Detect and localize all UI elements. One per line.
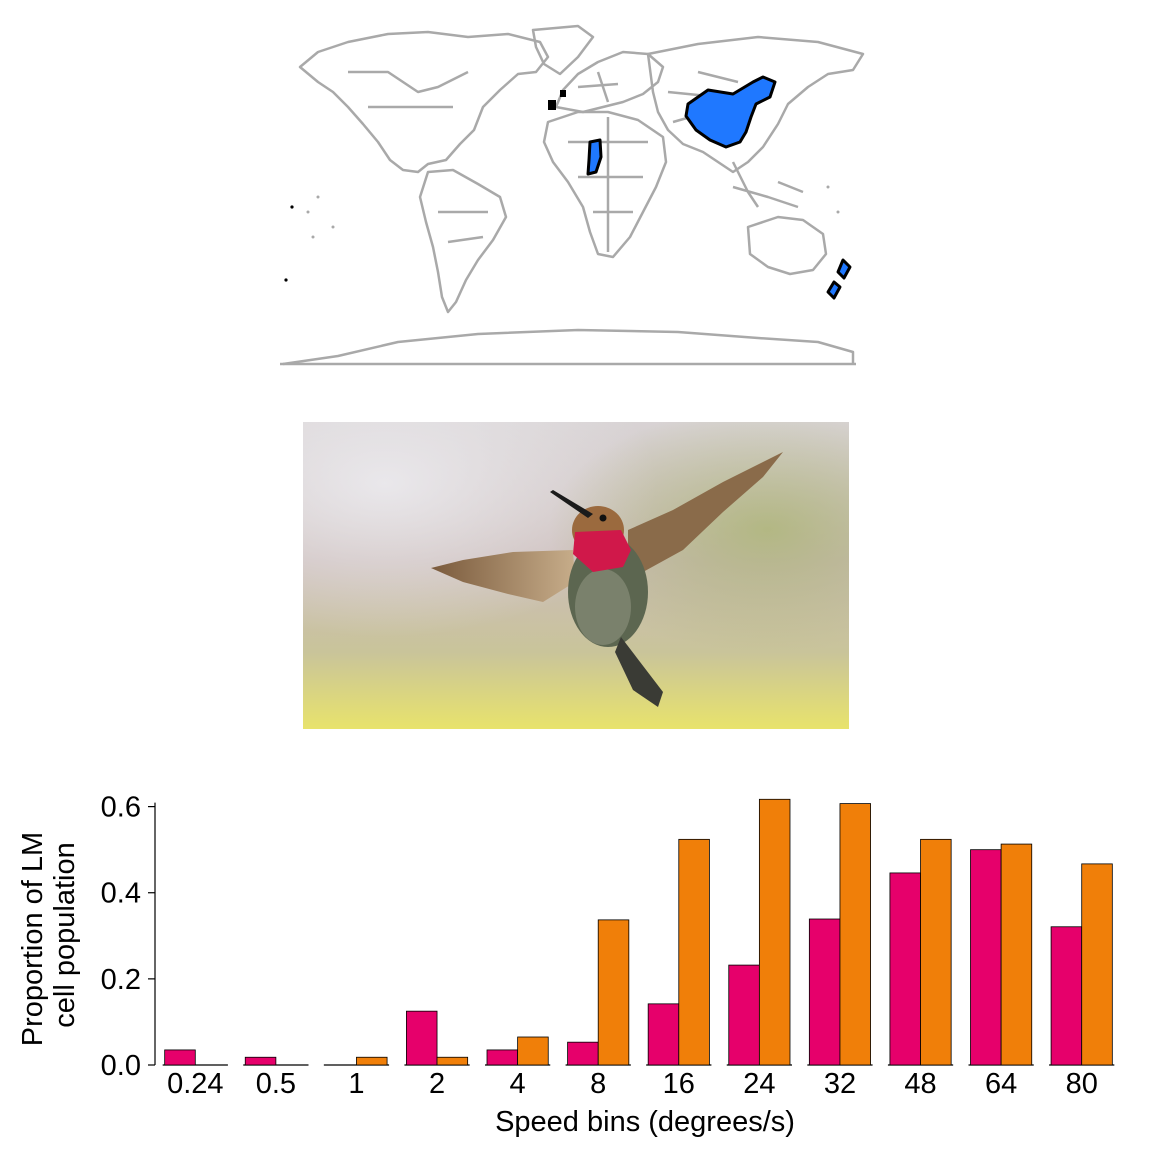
x-tick-label: 1 bbox=[348, 1068, 364, 1100]
north-america-outline bbox=[298, 30, 550, 174]
x-axis-label: Speed bins (degrees/s) bbox=[495, 1106, 795, 1138]
hummingbird-tail bbox=[615, 637, 663, 707]
bar-series2-48 bbox=[920, 838, 952, 1066]
bar-series1-80 bbox=[1050, 926, 1083, 1066]
x-tick-label: 2 bbox=[429, 1068, 445, 1100]
europe-outline bbox=[554, 50, 665, 114]
africa-border-lines bbox=[568, 117, 648, 252]
x-tick-label: 0.5 bbox=[256, 1068, 296, 1100]
land-outlines bbox=[280, 24, 865, 366]
world-map-svg bbox=[280, 24, 865, 366]
right-wing bbox=[628, 452, 783, 572]
na-border-lines bbox=[348, 70, 469, 94]
se-asia-islands bbox=[732, 180, 804, 209]
y-tick-label: 0.2 bbox=[101, 964, 141, 996]
y-axis-label: Proportion of LM cell population bbox=[17, 824, 81, 1046]
hummingbird-throat bbox=[573, 530, 631, 572]
new-zealand-region bbox=[826, 258, 852, 300]
x-tick-label: 0.24 bbox=[167, 1068, 223, 1100]
africa-outline bbox=[542, 110, 668, 259]
south-america-outline bbox=[418, 168, 508, 314]
bars bbox=[164, 798, 1113, 1066]
bar-series1-24 bbox=[728, 964, 760, 1066]
x-axis: 0.24 0.5 1 2 4 8 16 24 32 48 64 80 bbox=[162, 1064, 1115, 1100]
bar-series1-32 bbox=[808, 918, 841, 1066]
bar-series1-16 bbox=[647, 1003, 680, 1066]
y-axis-label-line1: Proportion of LM bbox=[17, 832, 49, 1046]
bar-series1-2 bbox=[406, 1010, 438, 1066]
y-tick-label: 0.0 bbox=[101, 1050, 141, 1082]
x-tick-label: 80 bbox=[1066, 1068, 1098, 1100]
bar-series2-64 bbox=[1000, 843, 1033, 1066]
y-tick-label: 0.6 bbox=[101, 792, 141, 824]
greenland-outline bbox=[531, 24, 595, 76]
left-wing bbox=[431, 550, 575, 602]
speed-bin-bar-chart: 0.0 0.2 0.4 0.6 0.24 0.5 1 2 4 8 16 24 32 48 64 80 Spe… bbox=[0, 780, 1152, 1152]
x-tick-label: 64 bbox=[985, 1068, 1017, 1100]
bar-series2-4 bbox=[517, 1036, 549, 1066]
bar-series1-48 bbox=[889, 872, 921, 1066]
highlighted-regions bbox=[586, 75, 852, 300]
bar-series2-32 bbox=[839, 803, 871, 1066]
hummingbird-illustration bbox=[303, 422, 849, 729]
bar-series1-4 bbox=[486, 1049, 519, 1066]
hummingbird-photo bbox=[303, 422, 849, 729]
sa-border-lines bbox=[438, 210, 488, 244]
x-tick-label: 16 bbox=[663, 1068, 695, 1100]
bar-chart-svg: 0.00.20.40.6 0.24 0.5 1 2 4 8 16 24 32 48 64 80 Spe… bbox=[17, 792, 1115, 1138]
bar-series2-2 bbox=[436, 1056, 469, 1066]
australia-outline bbox=[746, 215, 828, 276]
bar-series1-64 bbox=[970, 849, 1002, 1066]
x-tick-label: 32 bbox=[824, 1068, 856, 1100]
x-tick-label: 4 bbox=[510, 1068, 526, 1100]
x-tick-label: 48 bbox=[904, 1068, 936, 1100]
bar-series2-16 bbox=[678, 838, 710, 1066]
bar-series2-1 bbox=[356, 1056, 388, 1066]
hummingbird-beak bbox=[550, 490, 593, 518]
world-map bbox=[278, 12, 878, 372]
y-axis-label-line2: cell population bbox=[49, 842, 81, 1027]
bar-series1-8 bbox=[567, 1041, 599, 1066]
antarctica-outline bbox=[282, 328, 855, 366]
y-axis: 0.0 0.2 0.4 0.6 bbox=[101, 792, 156, 1082]
bar-series2-80 bbox=[1081, 863, 1113, 1066]
hummingbird-eye bbox=[599, 514, 607, 522]
bar-series2-24 bbox=[758, 798, 791, 1066]
bar-series2-8 bbox=[597, 919, 630, 1066]
bar-series1-0.24 bbox=[164, 1049, 196, 1066]
europe-border-lines bbox=[577, 71, 619, 103]
central-africa-region bbox=[586, 138, 603, 176]
asia-outline bbox=[646, 35, 865, 174]
y-tick-label: 0.4 bbox=[101, 878, 141, 910]
bar-series1-0.5 bbox=[244, 1056, 277, 1066]
x-tick-label: 8 bbox=[590, 1068, 606, 1100]
x-tick-label: 24 bbox=[743, 1068, 775, 1100]
black-markers bbox=[284, 90, 566, 282]
island-dots bbox=[306, 185, 840, 239]
china-region bbox=[684, 75, 777, 149]
asia-border-lines bbox=[667, 70, 760, 208]
